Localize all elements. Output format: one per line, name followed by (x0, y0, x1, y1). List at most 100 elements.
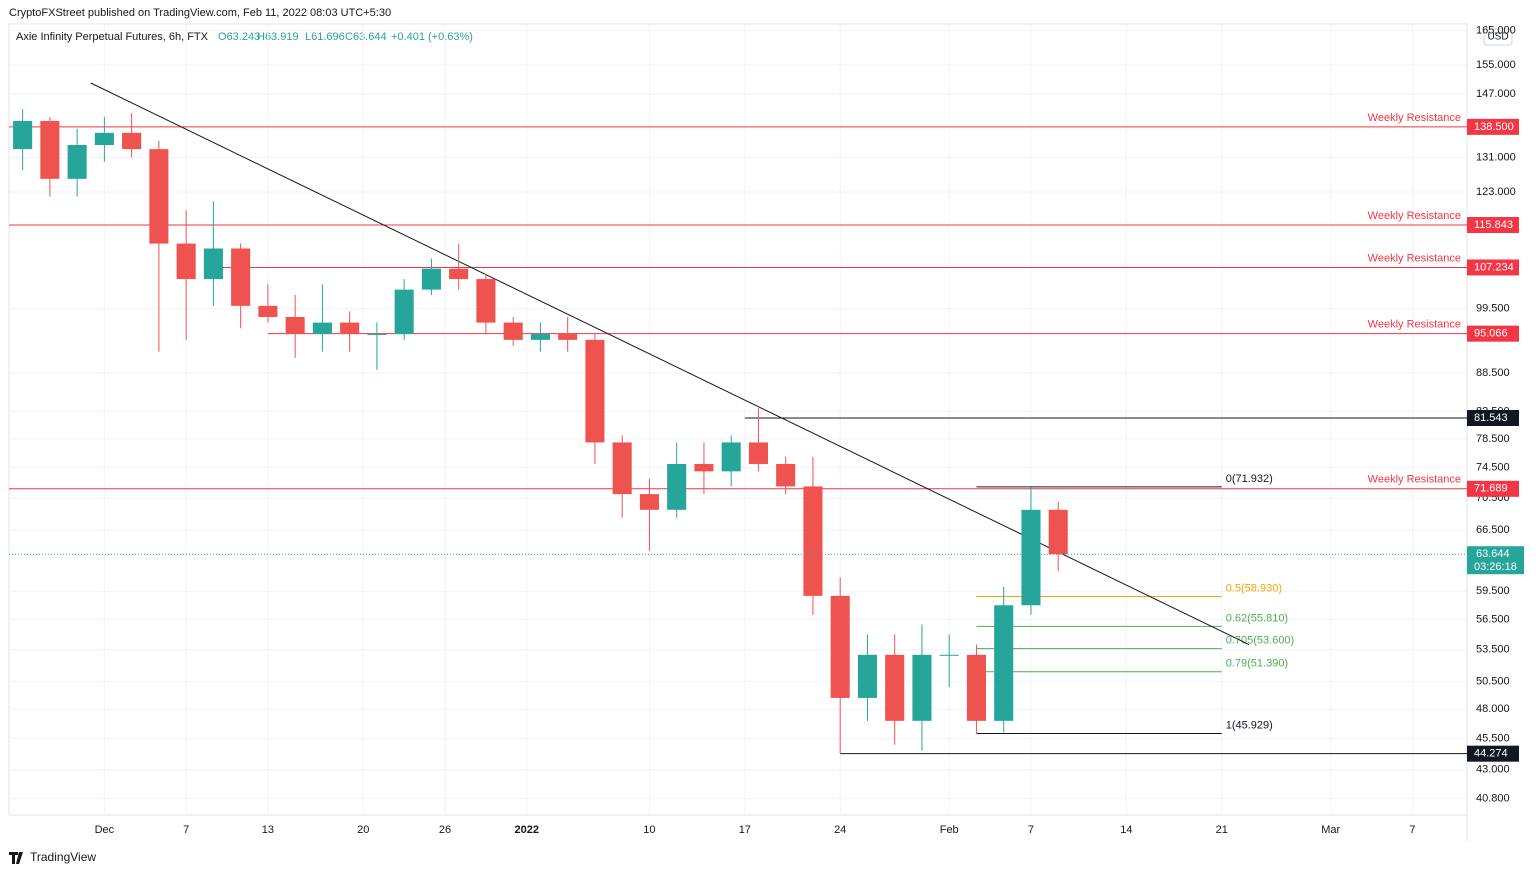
publisher: CryptoFXStreet published on TradingView.… (9, 7, 391, 19)
candle-body (776, 463, 796, 487)
y-tick-label: 50.500 (1476, 675, 1510, 687)
candle-body (449, 268, 469, 280)
price-badge (1467, 118, 1519, 135)
candle-body (394, 289, 414, 335)
y-tick-label: 78.500 (1476, 433, 1510, 445)
countdown: 03:26:18 (1474, 561, 1517, 573)
candle-body (667, 463, 687, 510)
price-badge (1467, 217, 1519, 234)
x-tick-label: 10 (643, 824, 655, 836)
x-tick-label: Feb (940, 824, 959, 836)
y-tick-label: 99.500 (1476, 303, 1510, 315)
x-tick-label: 14 (1120, 824, 1132, 836)
x-tick-label: 2022 (515, 824, 539, 836)
level-text: Weekly Resistance (1368, 319, 1461, 331)
y-tick-label: 48.000 (1476, 703, 1510, 715)
candle-body (721, 442, 741, 472)
y-tick-label: 45.500 (1476, 733, 1510, 745)
candle-body (421, 268, 441, 290)
x-tick-label: 21 (1216, 824, 1228, 836)
price-badge-label: 71.689 (1474, 483, 1508, 495)
candle-body (503, 322, 523, 340)
fib-label: 0(71.932) (1226, 473, 1273, 485)
candle-body (1021, 509, 1041, 606)
plot-frame (8, 23, 1468, 816)
candle-body (149, 149, 169, 244)
price-badge-label: 81.543 (1474, 412, 1508, 424)
price-badge (1467, 259, 1519, 276)
y-tick-label: 88.500 (1476, 367, 1510, 379)
price-badge (1467, 410, 1519, 427)
y-tick-label: 123.000 (1476, 186, 1516, 198)
ohlc-close: C63.644 (345, 31, 387, 43)
candle-body (1048, 509, 1068, 555)
ohlc: O63.243 H63.919 L61.696 C63.644 +0.401 (… (218, 31, 473, 43)
price-badge-label: 115.843 (1474, 219, 1513, 231)
y-tick-label: 40.800 (1476, 792, 1510, 804)
fib-label: 0.62(55.810) (1226, 612, 1288, 624)
price-badge (1467, 745, 1519, 762)
y-tick-label: 165.000 (1476, 25, 1516, 37)
y-tick-label: 53.500 (1476, 644, 1510, 656)
logo (9, 852, 23, 864)
candle-body (912, 654, 932, 721)
price-badge-label: 95.066 (1474, 328, 1508, 340)
y-tick-label: 155.000 (1476, 59, 1516, 71)
candle-body (258, 305, 278, 317)
candle-body (476, 279, 496, 323)
candle-body (830, 595, 850, 698)
price-badge-label: 138.500 (1474, 121, 1514, 133)
candle-body (13, 120, 33, 150)
candle-body (885, 654, 905, 721)
fib-label: 1(45.929) (1226, 719, 1273, 731)
x-tick-label: 7 (1028, 824, 1034, 836)
ohlc-open: O63.243 (218, 31, 260, 43)
fib-label: 0.705(53.600) (1226, 635, 1295, 647)
currency-box[interactable] (1483, 28, 1513, 46)
currency[interactable]: USD (1487, 32, 1508, 43)
y-tick-label: 56.500 (1476, 614, 1510, 626)
trendline (90, 82, 1250, 645)
candle-body (203, 248, 223, 280)
candle-body (639, 494, 659, 510)
candle-body (939, 654, 959, 656)
x-tick-label: 24 (834, 824, 846, 836)
y-tick-label: 59.500 (1476, 585, 1510, 597)
candle-body (340, 322, 360, 335)
candle-body (857, 654, 877, 698)
last-price-badge (1467, 546, 1524, 575)
y-tick-label: 147.000 (1476, 88, 1516, 100)
candle-body (67, 145, 87, 179)
price-badge-label: 44.274 (1474, 748, 1508, 760)
candle-body (966, 654, 986, 721)
y-tick-label: 66.500 (1476, 524, 1510, 536)
candle-body (40, 120, 60, 179)
candle-body (694, 463, 714, 472)
candle-body (231, 248, 251, 306)
y-tick-label: 131.000 (1476, 151, 1516, 163)
candle-body (312, 322, 332, 335)
level-text: Weekly Resistance (1368, 474, 1461, 486)
candle-body (612, 442, 632, 495)
last-price-label: 63.644 (1476, 548, 1510, 560)
price-badge-label: 107.234 (1474, 261, 1514, 273)
level-text: Weekly Resistance (1368, 210, 1461, 222)
footer: TradingView (30, 850, 96, 864)
candle-body (530, 334, 550, 340)
fib-label: 0.79(51.390) (1226, 658, 1288, 670)
candle-body (585, 339, 605, 443)
candle-body (748, 442, 768, 464)
x-tick-label: Mar (1321, 824, 1340, 836)
candle-body (558, 334, 578, 340)
x-tick-label: 13 (262, 824, 274, 836)
x-tick-label: Dec (95, 824, 115, 836)
candle-body (803, 486, 823, 596)
level-text: Weekly Resistance (1368, 252, 1461, 264)
x-tick-label: 26 (439, 824, 451, 836)
candle-body (176, 243, 196, 280)
price-badge (1467, 325, 1519, 342)
candle-body (94, 132, 114, 146)
price-badge (1467, 480, 1519, 497)
y-tick-label: 43.000 (1476, 764, 1510, 776)
